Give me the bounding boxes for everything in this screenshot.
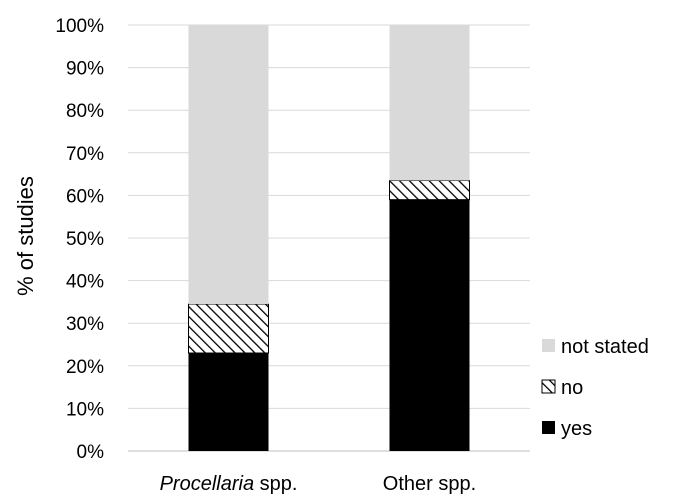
legend-swatch [542, 339, 555, 352]
category-label: Other spp. [383, 473, 476, 495]
category-labels: Procellaria spp. Other spp. [160, 473, 477, 495]
y-tick-label: 20% [66, 357, 104, 378]
y-tick-labels: 0% 10% 20% 30% 40% 50% 60% 70% 80% 90% 100% [55, 16, 104, 463]
bar-segment-no [389, 179, 470, 201]
category-label: Procellaria spp. [160, 473, 298, 495]
bar-segment-yes [188, 353, 269, 451]
y-tick-label: 0% [77, 442, 105, 463]
bar-segment-yes [389, 199, 470, 451]
bar-segment-not-stated [188, 25, 269, 305]
legend-label: no [561, 377, 583, 399]
y-tick-label: 90% [66, 59, 104, 80]
legend-item-no: no [541, 377, 583, 399]
bars [188, 25, 470, 451]
legend-swatch [542, 421, 555, 434]
legend-item-not-stated: not stated [542, 336, 649, 358]
y-tick-label: 10% [66, 399, 104, 420]
y-tick-label: 60% [66, 186, 104, 207]
y-tick-label: 100% [55, 16, 104, 37]
legend: not stated no yes [541, 336, 649, 440]
y-tick-label: 50% [66, 229, 104, 250]
bar-segment-no [188, 303, 269, 354]
y-tick-label: 40% [66, 272, 104, 293]
legend-swatch [541, 379, 556, 394]
legend-item-yes: yes [542, 418, 592, 440]
legend-label: not stated [561, 336, 649, 358]
legend-label: yes [561, 418, 592, 440]
y-tick-label: 30% [66, 314, 104, 335]
bar-segment-not-stated [389, 25, 470, 181]
gridlines [128, 24, 530, 452]
y-tick-label: 80% [66, 101, 104, 122]
y-axis-label: % of studies [13, 176, 38, 296]
y-tick-label: 70% [66, 144, 104, 165]
